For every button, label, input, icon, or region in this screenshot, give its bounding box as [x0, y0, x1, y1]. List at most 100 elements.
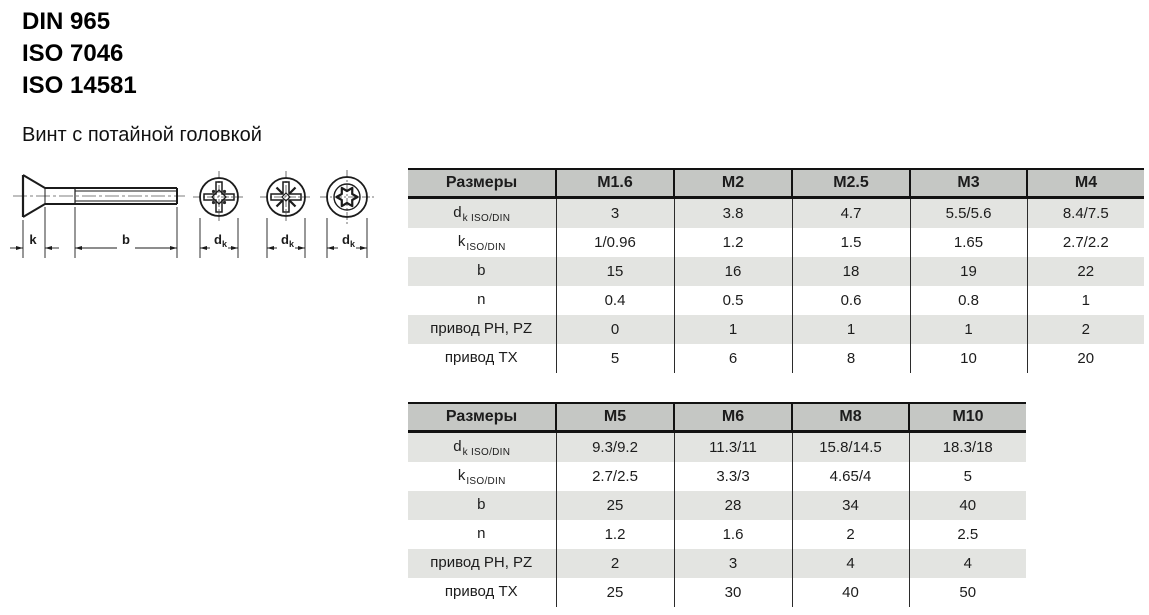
dimension-label-k: k — [29, 232, 37, 247]
row-label: n — [477, 524, 486, 542]
row-label: dk ISO/DIN — [408, 197, 556, 228]
table-cell: 1.2 — [673, 228, 792, 257]
table-cell: 2 — [791, 520, 909, 549]
row-label: привод TX — [444, 348, 518, 366]
table-cell: 18.3/18 — [908, 431, 1026, 462]
table-cell: 0.8 — [909, 286, 1027, 315]
table-cell: 1 — [909, 315, 1027, 344]
table-row: kISO/DIN 1/0.96 1.2 1.5 1.65 2.7/2.2 — [408, 228, 1144, 257]
table-cell: 34 — [791, 491, 909, 520]
table-cell: 2.7/2.5 — [555, 462, 674, 491]
svg-text:dk: dk — [214, 232, 228, 249]
dimension-k: k — [10, 207, 59, 258]
column-header: M1.6 — [555, 168, 674, 199]
table-cell: 19 — [909, 257, 1027, 286]
table-cell: 18 — [791, 257, 910, 286]
table-cell: 4.65/4 — [791, 462, 909, 491]
table-cell: 1 — [1026, 286, 1144, 315]
row-label: привод PH, PZ — [408, 315, 556, 344]
table-cell: 1 — [673, 315, 792, 344]
dimensions-table-m1_6-m4: Размеры M1.6 M2 M2.5 M3 M4 dk ISO/DIN 3 … — [408, 168, 1144, 373]
table-cell: 0.5 — [673, 286, 792, 315]
svg-text:dk: dk — [281, 232, 295, 249]
table-cell: 25 — [555, 578, 674, 607]
table-cell: 2.5 — [908, 520, 1026, 549]
dimension-dk-torx: dk — [326, 218, 368, 258]
table-cell: 0.4 — [555, 286, 674, 315]
svg-text:dk: dk — [342, 232, 356, 249]
row-label: kISO/DIN — [457, 232, 506, 253]
table-cell: 8.4/7.5 — [1026, 197, 1144, 228]
dimension-label-dk: d — [342, 232, 350, 247]
table-row: b 25 28 34 40 — [408, 491, 1026, 520]
table-cell: 15.8/14.5 — [791, 431, 909, 462]
table-row: kISO/DIN 2.7/2.5 3.3/3 4.65/4 5 — [408, 462, 1026, 491]
table-cell: 5 — [555, 344, 674, 373]
table-cell: 6 — [673, 344, 792, 373]
table-cell: 40 — [791, 578, 909, 607]
standard-iso-7046: ISO 7046 — [22, 40, 124, 67]
table-cell: 1/0.96 — [555, 228, 674, 257]
column-header: M4 — [1026, 168, 1144, 199]
row-label: n — [477, 290, 486, 308]
table-cell: 1.5 — [791, 228, 910, 257]
pozidriv-recess-icon — [270, 181, 302, 213]
column-header: M10 — [908, 402, 1026, 433]
standards-block: DIN 965 ISO 7046 ISO 14581 — [22, 6, 137, 102]
table-cell: 9.3/9.2 — [555, 431, 674, 462]
row-label: привод PH, PZ — [408, 549, 556, 578]
table-cell: 11.3/11 — [673, 431, 792, 462]
table-header-row: Размеры M1.6 M2 M2.5 M3 M4 — [408, 168, 1144, 199]
column-header: Размеры — [408, 168, 556, 199]
phillips-head-view — [193, 171, 245, 223]
table-row: n 0.4 0.5 0.6 0.8 1 — [408, 286, 1144, 315]
dimension-label-dk: d — [214, 232, 222, 247]
row-label: dk ISO/DIN — [408, 431, 556, 462]
row-label: привод TX — [444, 582, 518, 600]
table-cell: 3.8 — [673, 197, 792, 228]
table-cell: 0 — [555, 315, 674, 344]
table-cell: 4 — [908, 549, 1026, 578]
column-header: M8 — [791, 402, 909, 433]
table-row: привод TX 25 30 40 50 — [408, 578, 1026, 607]
table-cell: 3 — [673, 549, 792, 578]
table-cell: 20 — [1026, 344, 1144, 373]
table-cell: 22 — [1026, 257, 1144, 286]
column-header: M2 — [673, 168, 792, 199]
phillips-recess-icon — [203, 181, 235, 213]
screw-technical-drawing: k b dk — [10, 170, 374, 258]
column-header: Размеры — [408, 402, 556, 433]
table-row: n 1.2 1.6 2 2.5 — [408, 520, 1026, 549]
table-cell: 5 — [908, 462, 1026, 491]
table-cell: 1.6 — [673, 520, 792, 549]
table-cell: 30 — [673, 578, 792, 607]
table-cell: 8 — [791, 344, 910, 373]
dimension-dk-pozidriv: dk — [266, 218, 306, 258]
standard-din: DIN 965 — [22, 8, 111, 35]
table-row: привод TX 5 6 8 10 20 — [408, 344, 1144, 373]
table-cell: 1.2 — [555, 520, 674, 549]
table-cell: 2 — [1026, 315, 1144, 344]
dimension-b: b — [74, 207, 178, 258]
torx-recess-icon — [335, 186, 359, 208]
row-label: kISO/DIN — [457, 466, 506, 487]
pozidriv-head-view — [260, 171, 312, 223]
row-label: b — [408, 257, 556, 286]
table-cell: 40 — [908, 491, 1026, 520]
table-cell: 28 — [673, 491, 792, 520]
table-cell: 1.65 — [909, 228, 1027, 257]
column-header: M2.5 — [791, 168, 910, 199]
table-cell: 15 — [555, 257, 674, 286]
table-cell: 3 — [555, 197, 674, 228]
page-title: Винт с потайной головкой — [22, 124, 262, 146]
table-cell: 1 — [791, 315, 910, 344]
torx-head-view — [320, 170, 374, 224]
table-cell: 4 — [791, 549, 909, 578]
table-cell: 50 — [908, 578, 1026, 607]
column-header: M6 — [673, 402, 792, 433]
screw-side-view — [13, 174, 185, 218]
dimension-label-dk: d — [281, 232, 289, 247]
table-row: b 15 16 18 19 22 — [408, 257, 1144, 286]
table-row: привод PH, PZ 2 3 4 4 — [408, 549, 1026, 578]
table-row: привод PH, PZ 0 1 1 1 2 — [408, 315, 1144, 344]
